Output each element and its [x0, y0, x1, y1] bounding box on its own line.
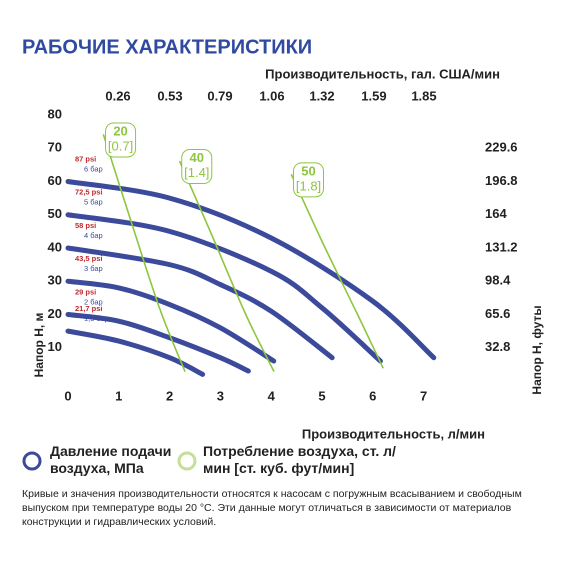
air-label: 40 — [190, 150, 204, 165]
air-label-box — [293, 162, 325, 198]
x-tick-label: 6 — [369, 388, 376, 403]
y2-tick-label: 196.8 — [485, 173, 518, 188]
air-label-box — [181, 149, 213, 185]
x-tick-label: 1 — [115, 388, 122, 403]
bar-label: 1,5 бар — [84, 314, 109, 323]
y-tick-label: 80 — [48, 106, 62, 121]
bar-label: 4 бар — [84, 231, 103, 240]
bar-label: 5 бар — [84, 198, 103, 207]
psi-label: 29 psi — [75, 287, 96, 296]
x2-tick-label: 1.85 — [411, 88, 436, 103]
y-tick-label: 10 — [48, 339, 62, 354]
psi-label: 72,5 psi — [75, 188, 103, 197]
y-tick-label: 70 — [48, 140, 62, 155]
y2-tick-label: 32.8 — [485, 339, 510, 354]
air-label-sub: [1.8] — [296, 178, 321, 193]
x2-axis-title: Производительность, гал. США/мин — [265, 66, 500, 81]
x-tick-label: 7 — [420, 388, 427, 403]
y-tick-label: 20 — [48, 306, 62, 321]
footnote: Кривые и значения производительности отн… — [22, 488, 522, 528]
legend-swatch — [177, 451, 197, 471]
pressure-curve — [65, 212, 383, 364]
x-tick-label: 0 — [64, 388, 71, 403]
psi-label: 43,5 psi — [75, 254, 103, 263]
chart-title: РАБОЧИЕ ХАРАКТЕРИСТИКИ — [22, 36, 312, 58]
air-label-sub: [0.7] — [108, 138, 133, 153]
pressure-curve — [65, 328, 206, 377]
y-tick-label: 30 — [48, 273, 62, 288]
air-label-box — [105, 122, 137, 158]
y2-tick-label: 131.2 — [485, 239, 518, 254]
psi-label: 21,7 psi — [75, 304, 103, 313]
y-axis-title: Напор H, м — [32, 312, 46, 377]
x2-tick-label: 1.32 — [309, 88, 334, 103]
y2-tick-label: 65.6 — [485, 306, 510, 321]
y-tick-label: 40 — [48, 239, 62, 254]
pressure-curve — [65, 278, 277, 364]
psi-label: 87 psi — [75, 154, 96, 163]
air-label-sub: [1.4] — [184, 165, 209, 180]
air-curve — [178, 160, 275, 372]
air-label: 20 — [113, 123, 127, 138]
bar-label: 2 бар — [84, 297, 103, 306]
x-tick-label: 2 — [166, 388, 173, 403]
y2-tick-label: 229.6 — [485, 140, 518, 155]
legend-swatch — [22, 451, 42, 471]
pressure-curve — [65, 245, 335, 361]
legend-entry: Потребление воздуха, ст. л/мин [ст. куб.… — [203, 443, 396, 476]
x-axis-title: Производительность, л/мин — [302, 426, 485, 441]
pressure-curve — [65, 312, 251, 374]
bar-label: 3 бар — [84, 264, 103, 273]
air-curve — [290, 174, 384, 369]
air-curve — [102, 134, 186, 372]
y-tick-label: 50 — [48, 206, 62, 221]
x-tick-label: 3 — [217, 388, 224, 403]
y-tick-label: 60 — [48, 173, 62, 188]
y2-axis-title: Напор H, футы — [530, 305, 544, 394]
bar-label: 6 бар — [84, 164, 103, 173]
x2-tick-label: 1.06 — [259, 88, 284, 103]
x2-tick-label: 0.79 — [207, 88, 232, 103]
x2-tick-label: 1.59 — [361, 88, 386, 103]
x2-tick-label: 0.26 — [105, 88, 130, 103]
x-tick-label: 4 — [268, 388, 276, 403]
legend-entry: Давление подачи воздуха, МПа — [50, 443, 172, 476]
x2-tick-label: 0.53 — [157, 88, 182, 103]
y2-tick-label: 164 — [485, 206, 507, 221]
pressure-curve — [65, 179, 437, 361]
air-label: 50 — [301, 163, 315, 178]
x-tick-label: 5 — [318, 388, 325, 403]
psi-label: 58 psi — [75, 221, 96, 230]
y2-tick-label: 98.4 — [485, 273, 511, 288]
